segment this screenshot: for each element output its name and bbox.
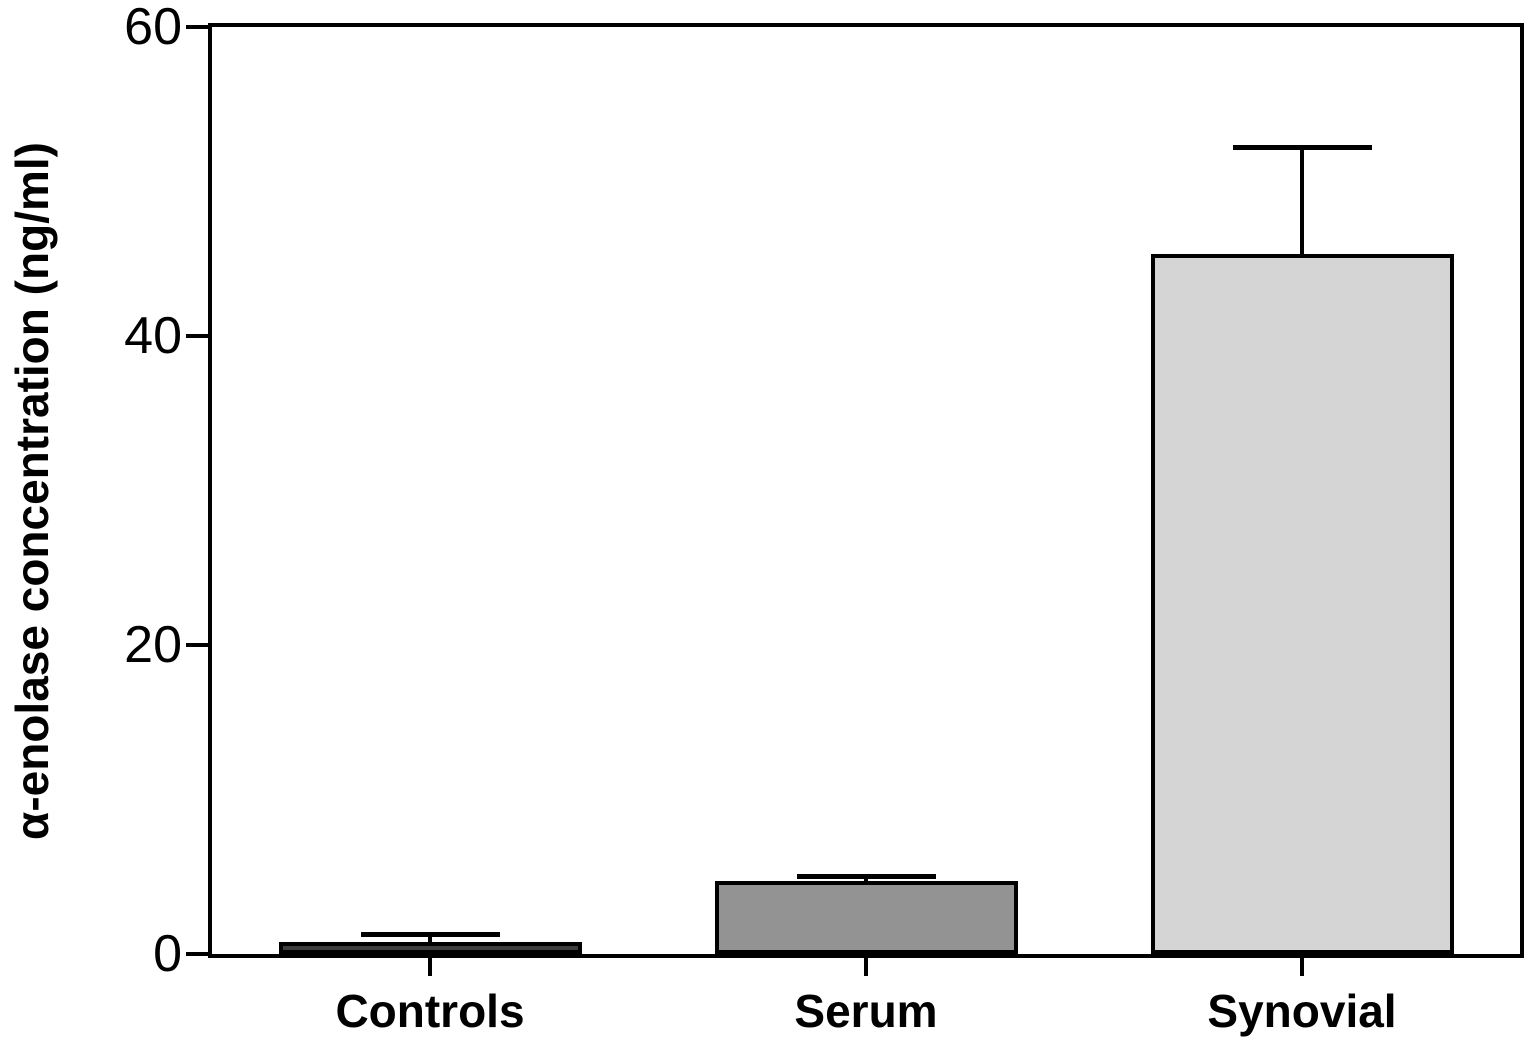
bar-controls [279,942,582,954]
error-bar-cap-serum [797,874,936,879]
y-axis-tick-mark [186,334,208,338]
y-axis-tick-label: 0 [153,925,182,983]
plot-area [208,23,1524,958]
bar-synovial [1151,254,1454,954]
x-axis-tick-mark [1300,956,1304,976]
y-axis-tick-label: 40 [124,307,182,365]
x-axis-tick-mark [428,956,432,976]
y-axis-tick-label: 20 [124,616,182,674]
error-bar-cap-controls [361,932,500,937]
error-bar-cap-synovial [1233,145,1372,150]
category-label-controls: Controls [335,985,525,1037]
error-bar-line-synovial [1300,148,1304,256]
bar-serum [715,881,1018,954]
y-axis-label-container: α-enolase concentration (ng/ml) [0,23,64,958]
category-label-serum: Serum [794,985,938,1037]
error-bar-line-serum [864,877,868,883]
y-axis-tick-mark [186,952,208,956]
y-axis-label: α-enolase concentration (ng/ml) [6,141,58,840]
y-axis-tick-mark [186,25,208,29]
error-bar-line-controls [428,935,432,944]
category-label-synovial: Synovial [1207,985,1397,1037]
x-axis-tick-mark [864,956,868,976]
y-axis-tick-mark [186,643,208,647]
y-axis-tick-label: 60 [124,0,182,56]
